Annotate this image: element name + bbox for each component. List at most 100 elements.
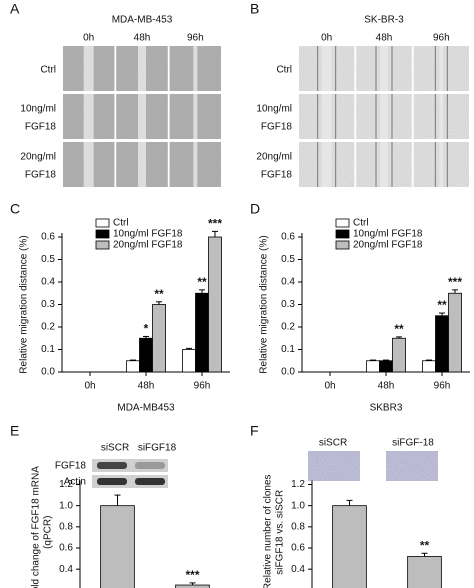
y-tick-label: 0.6 (41, 232, 55, 243)
panel-label: F (250, 423, 259, 439)
blot-lane: siSCR (101, 443, 129, 454)
significance: ** (420, 538, 430, 552)
legend-swatch (335, 240, 350, 250)
legend-swatch (335, 218, 350, 228)
legend-swatch (95, 229, 110, 239)
y-tick-label: 1.0 (59, 500, 73, 511)
wound-gap (439, 46, 444, 91)
significance: ** (154, 287, 164, 301)
panel-label: E (10, 423, 19, 439)
x-axis-label: MDA-MB453 (117, 403, 175, 414)
significance: * (144, 322, 149, 336)
blot-lane: siFGF18 (138, 443, 177, 454)
row-label: Ctrl (276, 65, 292, 76)
significance: ** (394, 322, 404, 336)
blot-row: FGF18 (55, 461, 87, 472)
y-tick-label: 0.0 (41, 367, 55, 378)
bar (379, 360, 393, 373)
bar (195, 292, 209, 373)
legend-label: 20ng/ml FGF18 (353, 240, 423, 251)
panel-title: SK-BR-3 (364, 15, 404, 26)
significance: *** (208, 217, 222, 231)
column-label: 96h (433, 33, 450, 44)
row-label: FGF18 (261, 170, 293, 181)
wound-gap (321, 94, 332, 139)
bar (152, 304, 166, 373)
column-label: 0h (321, 33, 332, 44)
legend-swatch (95, 240, 110, 250)
y-tick-label: 0.0 (281, 367, 295, 378)
y-tick-label: 0.4 (59, 564, 73, 575)
bar (392, 337, 406, 373)
y-tick-label: 1.2 (291, 479, 305, 490)
row-label: 10ng/ml (256, 104, 292, 115)
y-tick-label: 0.5 (281, 254, 295, 265)
y-tick-label: 1.0 (291, 500, 305, 511)
x-tick-label: 0h (324, 381, 335, 392)
y-tick-label: 0.1 (281, 344, 295, 355)
wound-gap (380, 142, 388, 187)
significance: ** (197, 275, 207, 289)
bar (366, 360, 380, 373)
bar (435, 315, 449, 373)
y-tick-label: 0.6 (281, 232, 295, 243)
column-label: 96h (187, 33, 204, 44)
panel-title: MDA-MB-453 (112, 15, 173, 26)
wound-gap (83, 142, 94, 187)
wound-gap (439, 142, 444, 187)
wound-gap (380, 46, 388, 91)
y-tick-label: 0.8 (59, 521, 73, 532)
legend-label: Ctrl (353, 218, 369, 229)
x-tick-label: 96h (434, 381, 451, 392)
row-label: FGF18 (261, 122, 293, 133)
y-tick-label: 0.4 (281, 277, 295, 288)
bar (208, 236, 222, 373)
row-label: Ctrl (40, 65, 56, 76)
column-label: 48h (376, 33, 393, 44)
y-tick-label: 0.3 (41, 299, 55, 310)
blot-band (97, 478, 127, 485)
y-tick-label: 0.5 (41, 254, 55, 265)
legend-swatch (335, 229, 350, 239)
y-tick-label: 0.4 (41, 277, 55, 288)
x-tick-label: 48h (138, 381, 155, 392)
x-tick-label: 48h (378, 381, 395, 392)
colony-lane: siSCR (319, 438, 347, 449)
y-axis-label: Relative migration distance (%) (19, 235, 30, 373)
wound-gap (193, 94, 198, 139)
legend-label: 10ng/ml FGF18 (113, 229, 183, 240)
y-tick-label: 1.2 (59, 479, 73, 490)
column-label: 0h (83, 33, 94, 44)
row-label: 20ng/ml (256, 152, 292, 163)
blot-band (97, 462, 127, 469)
wound-gap (439, 94, 444, 139)
y-tick-label: 0.8 (291, 521, 305, 532)
wound-gap (138, 142, 146, 187)
significance: *** (448, 275, 462, 289)
row-label: 10ng/ml (20, 104, 56, 115)
bar (407, 556, 442, 588)
bar (448, 292, 462, 373)
y-axis-label: siFGF18 vs. siSCR (275, 490, 286, 575)
colony-texture (386, 451, 438, 481)
panel-label: D (250, 201, 260, 217)
bar (422, 360, 436, 373)
panel-label: C (10, 201, 20, 217)
wound-gap (321, 46, 332, 91)
blot-row: Actin (64, 477, 86, 488)
row-label: 20ng/ml (20, 152, 56, 163)
column-label: 48h (134, 33, 151, 44)
legend-label: Ctrl (113, 218, 129, 229)
wound-gap (138, 46, 146, 91)
y-axis-label: Relative migration distance (%) (259, 235, 270, 373)
y-tick-label: 0.2 (281, 322, 295, 333)
x-axis-label: SKBR3 (370, 403, 403, 414)
panel-label: A (10, 1, 20, 17)
wound-gap (193, 142, 198, 187)
y-tick-label: 0.6 (291, 543, 305, 554)
wound-gap (83, 46, 94, 91)
significance: *** (185, 568, 199, 582)
y-tick-label: 0.2 (41, 322, 55, 333)
